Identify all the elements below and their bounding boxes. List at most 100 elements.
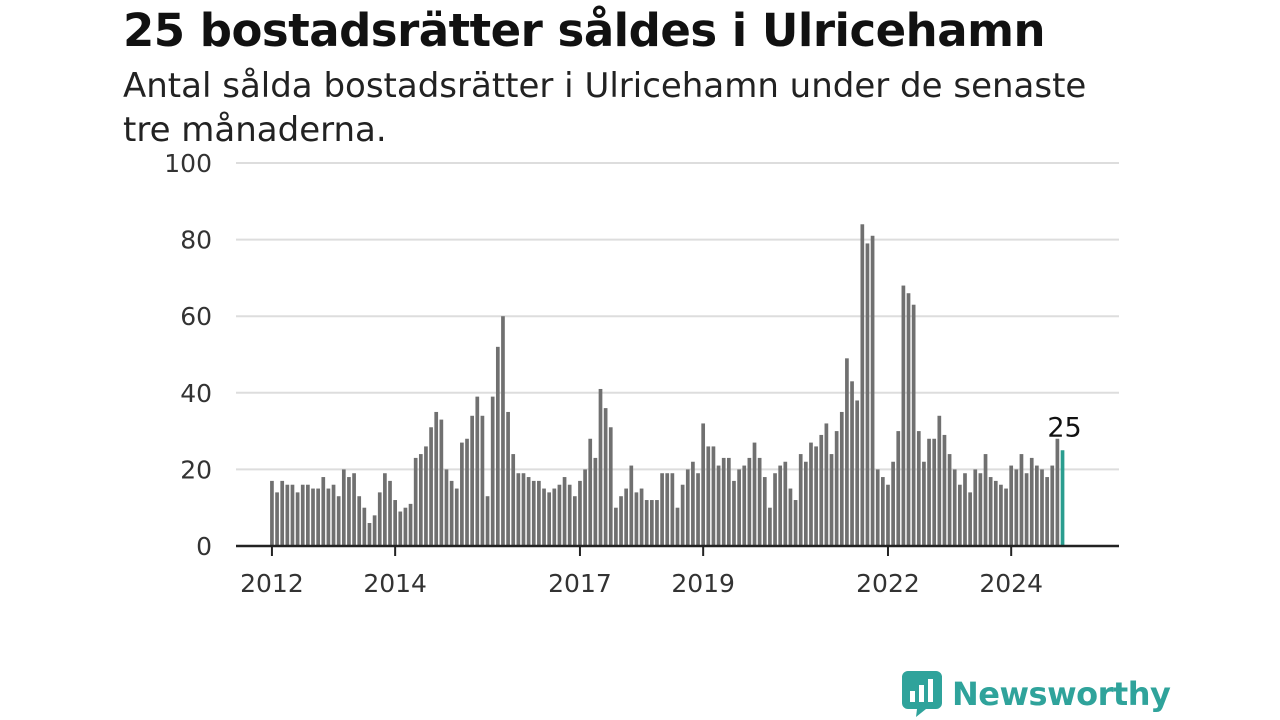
bar — [413, 457, 418, 546]
bar — [285, 484, 290, 546]
bar — [685, 469, 690, 546]
bar — [306, 484, 310, 546]
bar — [531, 480, 536, 546]
bar — [773, 473, 777, 546]
bar — [665, 473, 670, 546]
bar — [526, 477, 531, 546]
bar — [762, 477, 767, 546]
bar — [742, 465, 747, 546]
bar — [891, 461, 895, 546]
bar — [511, 454, 516, 546]
bar — [352, 473, 356, 546]
bar — [721, 457, 726, 546]
bar — [922, 461, 926, 546]
bar — [537, 480, 541, 546]
bar — [321, 477, 326, 546]
bar — [1004, 488, 1008, 546]
bar — [747, 457, 752, 546]
bar — [572, 496, 577, 546]
bar — [639, 488, 644, 546]
bar — [460, 442, 464, 546]
bar — [552, 488, 557, 546]
bar — [870, 235, 875, 546]
chart-subtitle: Antal sålda bostadsrätter i Ulricehamn u… — [123, 66, 1087, 150]
bar — [1045, 477, 1049, 546]
bar — [454, 488, 459, 546]
newsworthy-logo-icon — [902, 671, 942, 717]
bar — [434, 411, 439, 546]
bar — [988, 477, 993, 546]
bar — [839, 411, 844, 546]
bar — [326, 488, 331, 546]
bar — [783, 461, 788, 546]
bar-highlight — [1060, 450, 1065, 546]
bar — [588, 438, 593, 546]
bar — [562, 477, 567, 546]
bar — [865, 243, 870, 546]
bar — [634, 492, 639, 546]
bar — [875, 469, 880, 546]
bar — [624, 488, 629, 546]
bar — [557, 484, 562, 546]
bar — [578, 480, 582, 546]
bar — [542, 488, 546, 546]
bar — [403, 507, 408, 546]
bar — [465, 438, 469, 546]
bar — [311, 488, 315, 546]
bar — [680, 484, 685, 546]
bar — [567, 484, 572, 546]
bar — [583, 469, 587, 546]
bar — [1014, 469, 1019, 546]
bar — [737, 469, 741, 546]
bar — [470, 415, 474, 546]
bar — [1024, 473, 1029, 546]
bar — [439, 419, 444, 546]
bar — [999, 484, 1003, 546]
bar — [814, 446, 818, 546]
bar — [516, 473, 521, 546]
bar — [377, 492, 382, 546]
bar — [341, 469, 346, 546]
bar — [614, 507, 618, 546]
bar — [383, 473, 387, 546]
bar — [691, 461, 695, 546]
bar — [424, 446, 428, 546]
bar — [393, 500, 397, 546]
bar — [855, 400, 860, 546]
bar — [834, 431, 839, 546]
bar — [418, 454, 423, 546]
bar — [932, 438, 937, 546]
bar — [958, 484, 962, 546]
bar — [660, 473, 664, 546]
bar — [1050, 465, 1055, 546]
bar — [485, 496, 490, 546]
bar — [778, 465, 783, 546]
bar — [490, 396, 495, 546]
bar — [788, 488, 793, 546]
bar — [362, 507, 367, 546]
y-tick-label: 20 — [180, 455, 212, 484]
bar — [300, 484, 305, 546]
bar — [495, 346, 500, 546]
bar — [357, 496, 362, 546]
bar — [270, 480, 274, 546]
y-tick-label: 100 — [164, 149, 212, 178]
bar — [506, 411, 510, 546]
y-tick-label: 40 — [180, 379, 212, 408]
bar — [942, 434, 947, 546]
bar — [295, 492, 300, 546]
y-tick-label: 60 — [180, 302, 212, 331]
bar — [521, 473, 526, 546]
bar — [860, 224, 865, 546]
bar — [547, 492, 552, 546]
x-tick-label: 2014 — [363, 569, 427, 598]
bar — [1029, 457, 1034, 546]
bar — [593, 457, 598, 546]
bar — [449, 480, 454, 546]
bar — [803, 461, 808, 546]
bar — [280, 480, 285, 546]
bar — [963, 473, 967, 546]
bar — [429, 427, 433, 546]
newsworthy-logo: Newsworthy — [902, 670, 1171, 718]
